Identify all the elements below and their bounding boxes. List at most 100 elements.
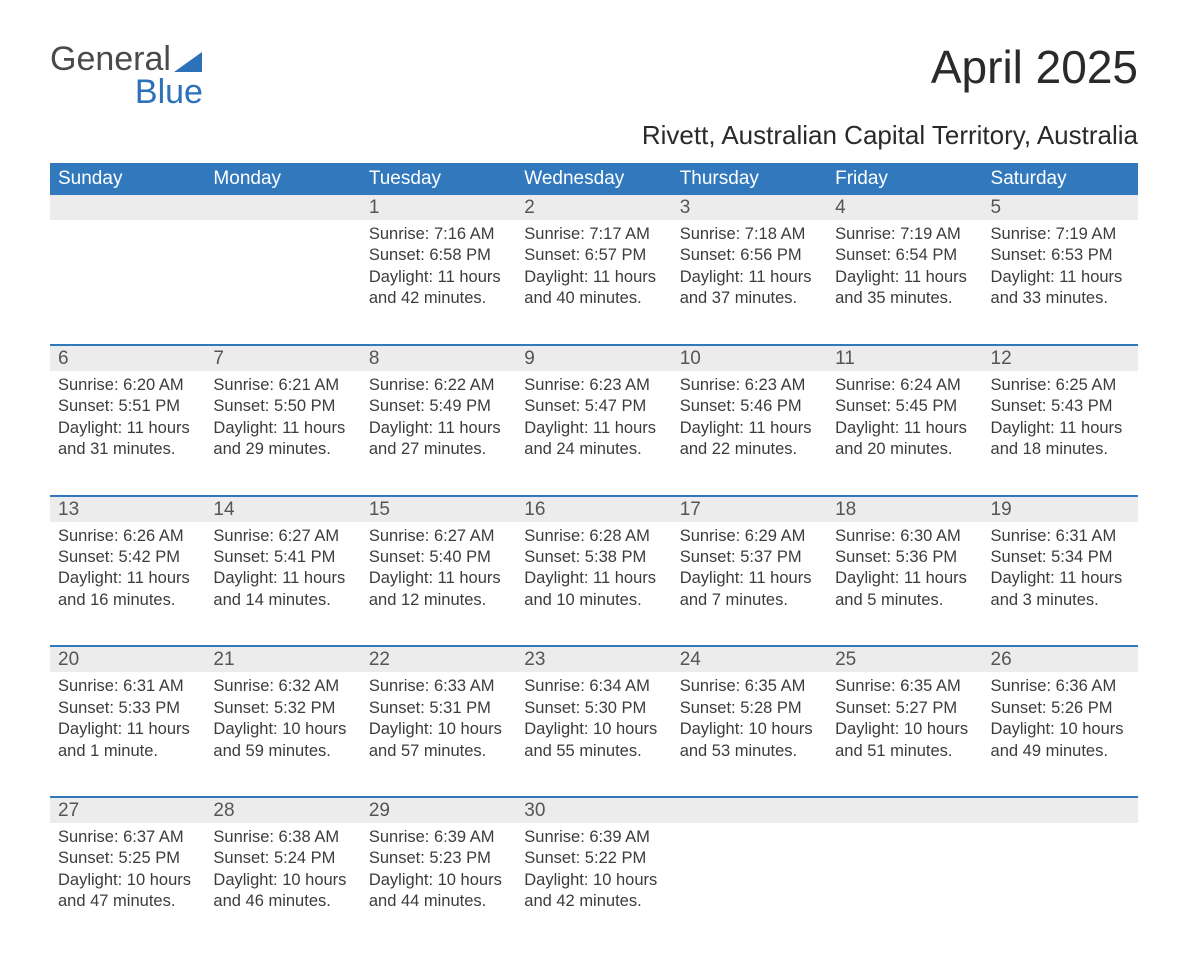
- daylight-line: Daylight: 11 hours and 40 minutes.: [524, 267, 663, 310]
- day-number-row: 27282930: [50, 798, 1138, 823]
- day-content-cell: Sunrise: 7:18 AMSunset: 6:56 PMDaylight:…: [672, 220, 827, 345]
- sunset-line: Sunset: 5:40 PM: [369, 547, 508, 568]
- sunrise-line: Sunrise: 6:32 AM: [213, 676, 352, 697]
- daylight-line: Daylight: 11 hours and 24 minutes.: [524, 418, 663, 461]
- day-content-cell: Sunrise: 6:37 AMSunset: 5:25 PMDaylight:…: [50, 823, 205, 933]
- day-content-cell: [672, 823, 827, 933]
- sunrise-line: Sunrise: 6:30 AM: [835, 526, 974, 547]
- day-content-cell: Sunrise: 6:23 AMSunset: 5:46 PMDaylight:…: [672, 371, 827, 496]
- day-content-cell: Sunrise: 6:27 AMSunset: 5:40 PMDaylight:…: [361, 522, 516, 647]
- day-content-cell: [827, 823, 982, 933]
- day-header: Thursday: [672, 163, 827, 195]
- day-number-cell: [983, 798, 1138, 823]
- daylight-line: Daylight: 11 hours and 3 minutes.: [991, 568, 1130, 611]
- day-number-cell: 24: [672, 647, 827, 672]
- sunset-line: Sunset: 5:37 PM: [680, 547, 819, 568]
- day-number-cell: 17: [672, 497, 827, 522]
- daylight-line: Daylight: 11 hours and 35 minutes.: [835, 267, 974, 310]
- daylight-line: Daylight: 11 hours and 7 minutes.: [680, 568, 819, 611]
- sunset-line: Sunset: 5:51 PM: [58, 396, 197, 417]
- daylight-line: Daylight: 10 hours and 47 minutes.: [58, 870, 197, 913]
- sunrise-line: Sunrise: 6:31 AM: [58, 676, 197, 697]
- daylight-line: Daylight: 10 hours and 51 minutes.: [835, 719, 974, 762]
- sunrise-line: Sunrise: 6:27 AM: [369, 526, 508, 547]
- day-content-cell: Sunrise: 6:30 AMSunset: 5:36 PMDaylight:…: [827, 522, 982, 647]
- day-number-cell: 5: [983, 195, 1138, 220]
- day-content-row: Sunrise: 6:20 AMSunset: 5:51 PMDaylight:…: [50, 371, 1138, 496]
- sunset-line: Sunset: 6:57 PM: [524, 245, 663, 266]
- day-content-row: Sunrise: 6:26 AMSunset: 5:42 PMDaylight:…: [50, 522, 1138, 647]
- sunrise-line: Sunrise: 6:24 AM: [835, 375, 974, 396]
- day-number-row: 6789101112: [50, 346, 1138, 371]
- daylight-line: Daylight: 11 hours and 31 minutes.: [58, 418, 197, 461]
- sunrise-line: Sunrise: 6:25 AM: [991, 375, 1130, 396]
- sunset-line: Sunset: 5:33 PM: [58, 698, 197, 719]
- day-content-cell: Sunrise: 7:19 AMSunset: 6:53 PMDaylight:…: [983, 220, 1138, 345]
- daylight-line: Daylight: 11 hours and 16 minutes.: [58, 568, 197, 611]
- day-number-cell: 15: [361, 497, 516, 522]
- daylight-line: Daylight: 11 hours and 5 minutes.: [835, 568, 974, 611]
- sunrise-line: Sunrise: 7:19 AM: [835, 224, 974, 245]
- location-subtitle: Rivett, Australian Capital Territory, Au…: [50, 120, 1138, 151]
- day-content-row: Sunrise: 7:16 AMSunset: 6:58 PMDaylight:…: [50, 220, 1138, 345]
- day-number-cell: 18: [827, 497, 982, 522]
- day-content-cell: [50, 220, 205, 345]
- day-header: Monday: [205, 163, 360, 195]
- day-number-cell: 19: [983, 497, 1138, 522]
- sunrise-line: Sunrise: 6:29 AM: [680, 526, 819, 547]
- page-title: April 2025: [931, 40, 1138, 94]
- day-content-cell: Sunrise: 6:36 AMSunset: 5:26 PMDaylight:…: [983, 672, 1138, 797]
- day-number-cell: 28: [205, 798, 360, 823]
- daylight-line: Daylight: 11 hours and 29 minutes.: [213, 418, 352, 461]
- day-header: Sunday: [50, 163, 205, 195]
- sunset-line: Sunset: 5:26 PM: [991, 698, 1130, 719]
- sunset-line: Sunset: 5:23 PM: [369, 848, 508, 869]
- daylight-line: Daylight: 11 hours and 42 minutes.: [369, 267, 508, 310]
- day-number-cell: 25: [827, 647, 982, 672]
- sunset-line: Sunset: 5:50 PM: [213, 396, 352, 417]
- day-number-row: 12345: [50, 195, 1138, 220]
- sunrise-line: Sunrise: 6:34 AM: [524, 676, 663, 697]
- day-content-cell: Sunrise: 6:24 AMSunset: 5:45 PMDaylight:…: [827, 371, 982, 496]
- sunset-line: Sunset: 5:24 PM: [213, 848, 352, 869]
- day-content-cell: Sunrise: 6:21 AMSunset: 5:50 PMDaylight:…: [205, 371, 360, 496]
- day-content-cell: Sunrise: 6:23 AMSunset: 5:47 PMDaylight:…: [516, 371, 671, 496]
- sunset-line: Sunset: 6:58 PM: [369, 245, 508, 266]
- sunrise-line: Sunrise: 6:27 AM: [213, 526, 352, 547]
- sunset-line: Sunset: 5:28 PM: [680, 698, 819, 719]
- day-content-cell: Sunrise: 6:35 AMSunset: 5:28 PMDaylight:…: [672, 672, 827, 797]
- day-content-cell: Sunrise: 7:16 AMSunset: 6:58 PMDaylight:…: [361, 220, 516, 345]
- sunset-line: Sunset: 5:30 PM: [524, 698, 663, 719]
- sunrise-line: Sunrise: 6:35 AM: [680, 676, 819, 697]
- sunrise-line: Sunrise: 6:20 AM: [58, 375, 197, 396]
- sunrise-line: Sunrise: 6:23 AM: [680, 375, 819, 396]
- day-content-cell: Sunrise: 7:19 AMSunset: 6:54 PMDaylight:…: [827, 220, 982, 345]
- daylight-line: Daylight: 11 hours and 12 minutes.: [369, 568, 508, 611]
- sunrise-line: Sunrise: 6:38 AM: [213, 827, 352, 848]
- day-number-cell: 16: [516, 497, 671, 522]
- sunrise-line: Sunrise: 6:33 AM: [369, 676, 508, 697]
- day-number-cell: 6: [50, 346, 205, 371]
- day-number-cell: 13: [50, 497, 205, 522]
- daylight-line: Daylight: 10 hours and 57 minutes.: [369, 719, 508, 762]
- day-number-cell: 23: [516, 647, 671, 672]
- day-content-cell: Sunrise: 7:17 AMSunset: 6:57 PMDaylight:…: [516, 220, 671, 345]
- day-number-cell: 22: [361, 647, 516, 672]
- sunrise-line: Sunrise: 7:19 AM: [991, 224, 1130, 245]
- sunset-line: Sunset: 5:45 PM: [835, 396, 974, 417]
- daylight-line: Daylight: 11 hours and 10 minutes.: [524, 568, 663, 611]
- day-number-cell: 30: [516, 798, 671, 823]
- day-number-row: 20212223242526: [50, 647, 1138, 672]
- day-content-cell: Sunrise: 6:28 AMSunset: 5:38 PMDaylight:…: [516, 522, 671, 647]
- sunset-line: Sunset: 5:36 PM: [835, 547, 974, 568]
- daylight-line: Daylight: 11 hours and 22 minutes.: [680, 418, 819, 461]
- day-number-cell: 9: [516, 346, 671, 371]
- day-content-cell: Sunrise: 6:39 AMSunset: 5:22 PMDaylight:…: [516, 823, 671, 933]
- day-number-cell: 3: [672, 195, 827, 220]
- day-header-row: Sunday Monday Tuesday Wednesday Thursday…: [50, 163, 1138, 195]
- sunset-line: Sunset: 5:25 PM: [58, 848, 197, 869]
- sunrise-line: Sunrise: 6:37 AM: [58, 827, 197, 848]
- day-number-cell: 27: [50, 798, 205, 823]
- day-number-cell: 8: [361, 346, 516, 371]
- day-content-row: Sunrise: 6:31 AMSunset: 5:33 PM Daylight:…: [50, 672, 1138, 797]
